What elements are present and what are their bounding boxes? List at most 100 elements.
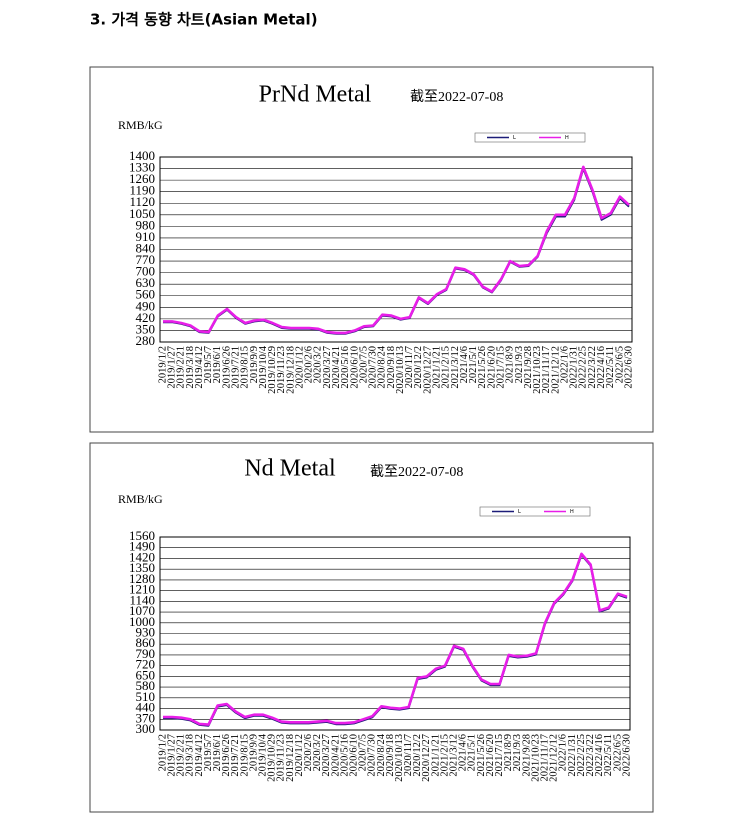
x-tick-label: 2021/2/15 xyxy=(439,734,450,777)
section-heading: 3. 가격 동향 차트(Asian Metal) xyxy=(90,11,318,29)
chart-title: Nd Metal xyxy=(244,456,336,482)
y-tick-label: 980 xyxy=(136,217,156,232)
x-tick-label: 2021/9/3 xyxy=(512,734,523,771)
x-tick-label: 2022/6/5 xyxy=(614,346,625,383)
x-tick-label: 2021/3/12 xyxy=(449,734,460,777)
x-tick-label: 2020/7/5 xyxy=(358,346,369,383)
y-tick-label: 1000 xyxy=(129,614,155,629)
x-tick-label: 2020/10/13 xyxy=(395,346,406,394)
x-tick-label: 2021/8/9 xyxy=(503,734,514,771)
y-tick-label: 1280 xyxy=(129,571,155,586)
x-tick-label: 2021/4/6 xyxy=(458,734,469,771)
x-tick-label: 2022/6/5 xyxy=(612,734,623,771)
x-tick-label: 2019/1/27 xyxy=(167,734,178,777)
x-tick-label: 2021/12/12 xyxy=(550,346,561,394)
y-tick-label: 580 xyxy=(136,678,156,693)
x-tick-label: 2019/11/23 xyxy=(276,734,287,781)
y-tick-label: 350 xyxy=(136,321,156,336)
x-tick-label: 2019/9/9 xyxy=(248,734,259,771)
y-tick-label: 1400 xyxy=(129,148,155,163)
series-line xyxy=(163,552,628,726)
y-axis-label: RMB/kG xyxy=(118,118,163,132)
x-tick-label: 2019/10/29 xyxy=(267,346,278,394)
x-tick-label: 2021/3/12 xyxy=(450,346,461,389)
x-tick-label: 2020/4/21 xyxy=(330,734,341,777)
y-tick-label: 840 xyxy=(136,240,156,255)
x-tick-label: 2019/8/15 xyxy=(240,346,251,389)
y-tick-label: 1490 xyxy=(129,539,155,554)
x-tick-label: 2021/7/15 xyxy=(495,346,506,389)
x-tick-label: 2022/3/22 xyxy=(585,734,596,777)
legend-label: L xyxy=(518,509,521,515)
y-tick-label: 440 xyxy=(136,700,156,715)
x-tick-label: 2020/3/27 xyxy=(322,346,333,389)
y-tick-label: 1420 xyxy=(129,549,155,564)
x-tick-label: 2019/3/18 xyxy=(185,346,196,389)
legend-label: H xyxy=(565,135,569,141)
x-tick-label: 2021/6/20 xyxy=(486,346,497,389)
series-line xyxy=(163,165,630,335)
y-tick-label: 560 xyxy=(136,287,156,302)
x-tick-label: 2021/5/26 xyxy=(476,734,487,777)
legend-label: L xyxy=(513,135,516,141)
x-tick-label: 2019/4/12 xyxy=(194,346,205,389)
y-tick-label: 300 xyxy=(136,721,156,736)
x-tick-label: 2019/2/21 xyxy=(176,346,187,389)
x-tick-label: 2019/8/15 xyxy=(239,734,250,777)
x-tick-label: 2020/11/7 xyxy=(403,734,414,776)
x-tick-label: 2020/12/2 xyxy=(412,734,423,777)
x-tick-label: 2020/12/27 xyxy=(422,346,433,394)
x-tick-label: 2022/2/25 xyxy=(576,734,587,777)
legend-box xyxy=(479,506,591,517)
x-tick-label: 2019/10/4 xyxy=(257,733,268,776)
x-tick-label: 2021/6/20 xyxy=(485,734,496,777)
x-tick-label: 2021/12/12 xyxy=(549,734,560,782)
y-tick-label: 1560 xyxy=(129,528,155,543)
x-tick-label: 2021/5/1 xyxy=(468,346,479,383)
x-tick-label: 2020/1/12 xyxy=(294,734,305,777)
x-tick-label: 2020/6/10 xyxy=(348,734,359,777)
x-tick-label: 2021/9/3 xyxy=(514,346,525,383)
x-tick-label: 2022/3/22 xyxy=(587,346,598,389)
y-tick-label: 1190 xyxy=(129,183,155,198)
x-tick-label: 2022/5/11 xyxy=(603,734,614,776)
x-tick-label: 2020/5/16 xyxy=(339,734,350,777)
chart-subtitle: 截至2022-07-08 xyxy=(410,89,503,105)
x-tick-label: 2019/10/4 xyxy=(258,345,269,388)
x-tick-label: 2021/8/9 xyxy=(505,346,516,383)
y-tick-label: 700 xyxy=(136,264,156,279)
x-tick-label: 2022/1/6 xyxy=(558,734,569,771)
y-tick-label: 770 xyxy=(136,252,156,267)
x-tick-label: 2019/4/12 xyxy=(194,734,205,777)
y-tick-label: 910 xyxy=(136,229,156,244)
x-tick-label: 2021/1/21 xyxy=(432,346,443,389)
x-tick-label: 2020/2/6 xyxy=(304,346,315,383)
x-tick-label: 2022/6/30 xyxy=(621,734,632,777)
y-tick-label: 860 xyxy=(136,635,156,650)
x-tick-label: 2020/7/5 xyxy=(358,734,369,771)
x-tick-label: 2020/11/7 xyxy=(404,346,415,388)
x-tick-label: 2019/11/23 xyxy=(276,346,287,393)
x-tick-label: 2020/10/13 xyxy=(394,734,405,782)
x-tick-label: 2020/5/16 xyxy=(340,346,351,389)
x-tick-label: 2021/10/23 xyxy=(532,346,543,394)
x-tick-label: 2022/4/16 xyxy=(594,734,605,777)
y-axis-label: RMB/kG xyxy=(118,492,163,506)
y-tick-label: 1050 xyxy=(129,206,155,221)
x-tick-label: 2021/5/1 xyxy=(467,734,478,771)
x-tick-label: 2019/1/2 xyxy=(157,346,168,383)
x-tick-label: 2021/2/15 xyxy=(441,346,452,389)
x-tick-label: 2019/6/1 xyxy=(212,346,223,383)
x-tick-label: 2021/11/17 xyxy=(541,346,552,393)
y-tick-label: 930 xyxy=(136,624,156,639)
y-tick-label: 1350 xyxy=(129,560,155,575)
x-tick-label: 2022/2/25 xyxy=(578,346,589,389)
x-tick-label: 2021/9/28 xyxy=(521,734,532,777)
x-tick-label: 2019/7/21 xyxy=(231,346,242,389)
x-tick-label: 2020/6/10 xyxy=(349,346,360,389)
x-tick-label: 2020/3/2 xyxy=(313,346,324,383)
y-tick-label: 370 xyxy=(136,710,156,725)
y-tick-label: 1330 xyxy=(129,160,155,175)
chart-subtitle: 截至2022-07-08 xyxy=(370,464,463,480)
